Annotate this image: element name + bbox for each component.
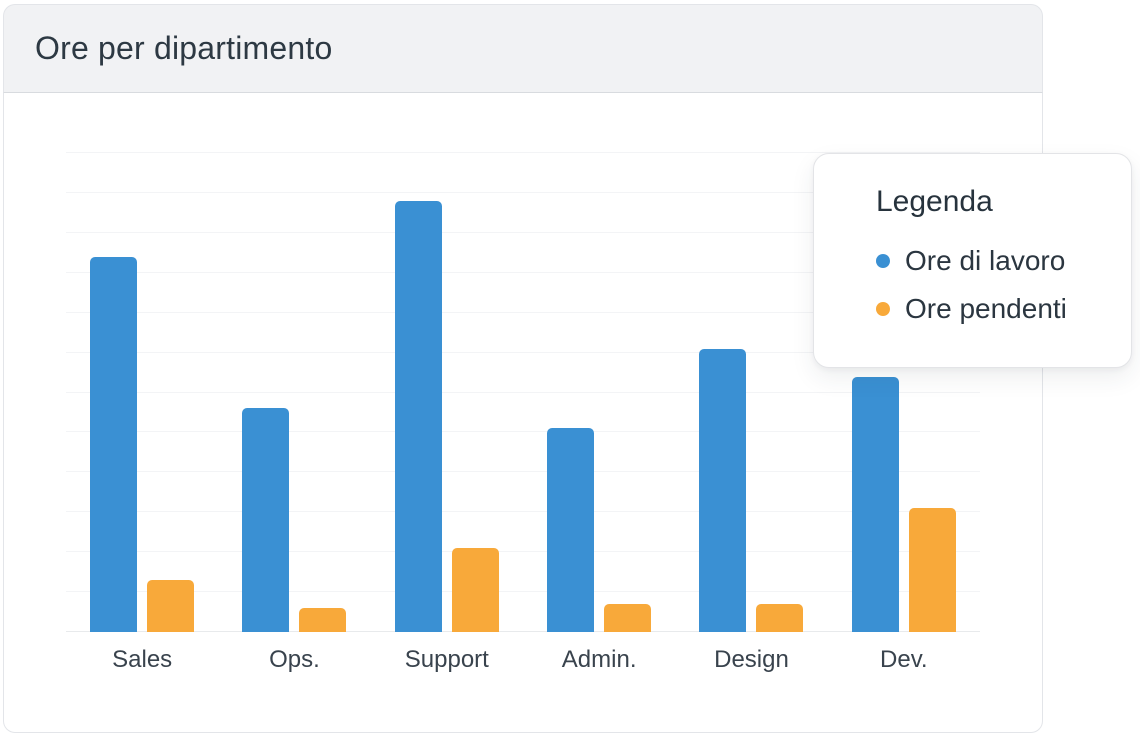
gridline: [66, 471, 980, 473]
bar-pendenti-admin[interactable]: [604, 604, 652, 632]
bar-lavoro-design[interactable]: [699, 349, 747, 632]
legend-items: Ore di lavoro Ore pendenti: [876, 244, 1131, 326]
bar-pendenti-dev[interactable]: [908, 508, 956, 632]
bar-lavoro-sales[interactable]: [90, 257, 138, 632]
gridline: [66, 511, 980, 513]
gridline: [66, 152, 980, 153]
gridline: [66, 271, 980, 273]
legend-item-ore-di-lavoro[interactable]: Ore di lavoro: [876, 244, 1131, 278]
bar-lavoro-ops[interactable]: [242, 408, 290, 632]
x-axis-line: [66, 631, 980, 632]
bar-group-admin: [523, 153, 675, 632]
gridline: [66, 391, 980, 393]
legend-item-label: Ore pendenti: [905, 293, 1067, 324]
bar-pendenti-support[interactable]: [451, 548, 499, 632]
bar-pendenti-design[interactable]: [756, 604, 804, 632]
x-axis-label-design: Design: [714, 646, 789, 673]
bar-lavoro-admin[interactable]: [547, 428, 595, 632]
bar-pendenti-sales[interactable]: [147, 580, 195, 632]
gridline: [66, 191, 980, 193]
legend-dot-icon: [876, 254, 890, 268]
bar-pendenti-ops[interactable]: [299, 608, 347, 632]
x-axis-label-admin: Admin.: [561, 646, 637, 673]
x-axis-label-support: Support: [404, 646, 489, 673]
x-axis-label-sales: Sales: [112, 646, 173, 673]
bar-lavoro-support[interactable]: [394, 201, 442, 632]
plot-area: [66, 152, 980, 632]
bar-group-dev: [828, 153, 980, 632]
card-header: Ore per dipartimento: [3, 4, 1043, 93]
gridline: [66, 351, 980, 353]
legend-item-ore-pendenti[interactable]: Ore pendenti: [876, 292, 1131, 326]
legend-dot-icon: [876, 302, 890, 316]
bar-group-sales: [66, 153, 218, 632]
legend-title: Legenda: [876, 185, 993, 218]
chart-title: Ore per dipartimento: [35, 30, 333, 66]
x-axis-label-ops: Ops.: [269, 646, 320, 673]
gridline: [66, 231, 980, 233]
bar-group-support: [371, 153, 523, 632]
gridline: [66, 431, 980, 433]
bar-lavoro-dev[interactable]: [851, 377, 899, 632]
gridline: [66, 591, 980, 593]
x-axis-label-dev: Dev.: [880, 646, 928, 673]
gridline: [66, 551, 980, 553]
legend: Legenda Ore di lavoro Ore pendenti: [813, 153, 1132, 368]
gridline: [66, 311, 980, 313]
x-axis-labels: Sales Ops. Support Admin. Design Dev.: [66, 643, 980, 677]
bar-group-ops: [218, 153, 370, 632]
legend-item-label: Ore di lavoro: [905, 245, 1066, 276]
bar-group-design: [675, 153, 827, 632]
